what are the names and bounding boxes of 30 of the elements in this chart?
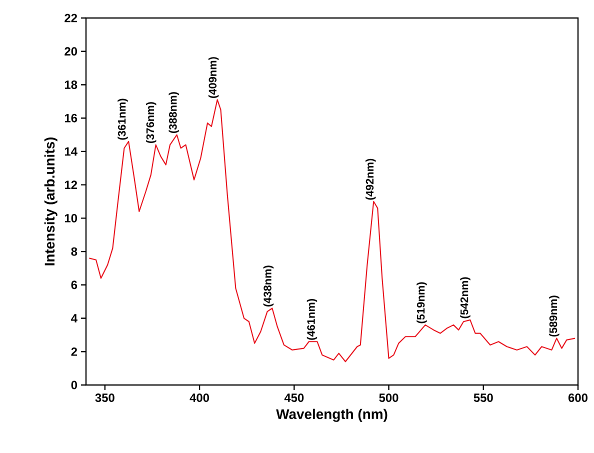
x-tick-label: 600 [568,394,588,402]
annotation: (409nm) [208,57,219,98]
y-axis-title: Intensity (arb.units) [44,137,58,266]
annotation: (542nm) [460,277,470,318]
x-tick-label: 550 [474,394,493,402]
y-tick-label: 4 [71,314,78,322]
y-tick-label: 14 [64,147,78,156]
y-tick-label: 12 [64,180,78,189]
y-tick-label: 10 [64,214,78,222]
annotation: (361nm) [118,98,128,140]
annotation: (388nm) [168,92,179,134]
x-tick-label: 400 [190,394,210,402]
annotation: (519nm) [416,282,427,324]
annotation: (589nm) [549,296,560,337]
x-tick-label: 350 [95,394,114,402]
annotation: (492nm) [366,158,376,200]
x-axis-title: Wavelength (nm) [276,408,388,422]
x-tick-label: 500 [379,394,398,402]
y-tick-label: 8 [71,247,78,256]
y-tick-label: 16 [64,114,78,122]
y-tick-label: 0 [71,380,78,390]
y-tick-label: 22 [64,14,78,22]
x-tick-label: 450 [284,394,304,402]
y-tick-label: 6 [71,280,78,290]
annotation: (438nm) [263,266,274,307]
y-tick-label: 20 [64,47,78,56]
y-tick-label: 2 [71,347,78,356]
y-tick-label: 18 [64,80,78,89]
annotation: (461nm) [306,298,318,340]
annotation: (376nm) [146,102,156,144]
